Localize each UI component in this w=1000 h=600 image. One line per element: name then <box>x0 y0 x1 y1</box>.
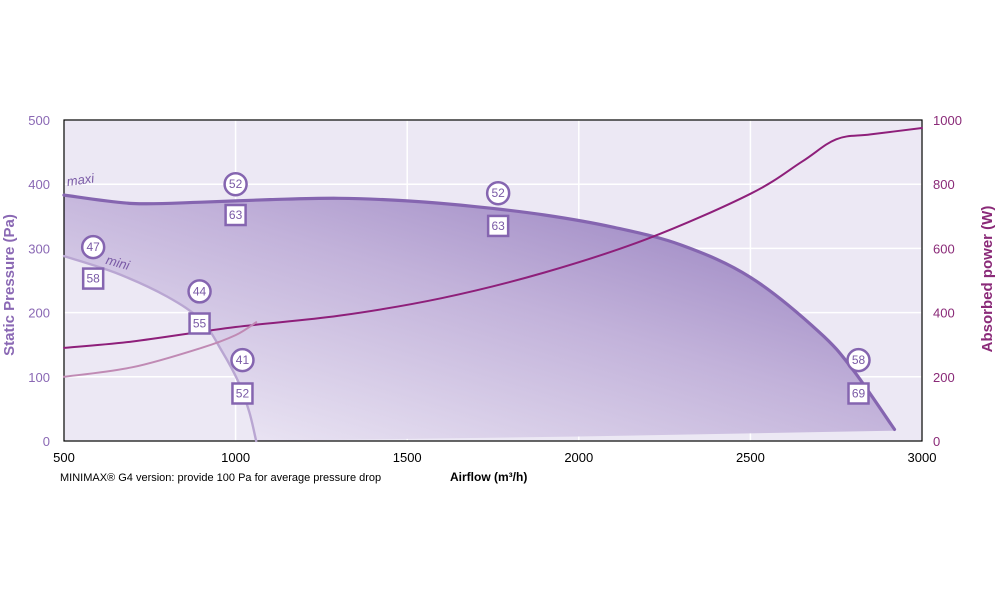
annotation-label: 69 <box>852 386 866 400</box>
series-mini-power <box>63 321 258 378</box>
annotation-square <box>231 382 254 405</box>
annotation-label: 52 <box>229 177 243 191</box>
y-left-tick-label: 500 <box>28 113 50 128</box>
annotation-square <box>81 267 105 290</box>
annotation-label: 44 <box>193 284 207 298</box>
series-label: mini <box>104 252 132 273</box>
x-tick-label: 2500 <box>736 450 765 465</box>
series-label: maxi <box>66 170 96 189</box>
annotation-label: 58 <box>86 272 100 286</box>
x-tick-label: 1500 <box>393 450 422 465</box>
annotations: 52 63 52 63 47 58 44 55 41 52 58 69 <box>80 171 871 405</box>
series-mini-pressure <box>62 254 258 443</box>
y-right-tick-label: 0 <box>933 434 940 449</box>
operating-area <box>64 195 895 441</box>
x-tick-label: 2000 <box>564 450 593 465</box>
y-right-tick-label: 200 <box>933 370 955 385</box>
annotation-square <box>486 214 510 238</box>
annotation-circle <box>846 347 871 373</box>
footnote: MINIMAX® G4 version: provide 100 Pa for … <box>60 472 381 484</box>
y-axis-title-left: Static Pressure (Pa) <box>1 214 18 356</box>
y-left-tick-label: 100 <box>28 370 50 385</box>
annotation-label: 63 <box>229 208 243 222</box>
annotation-label: 52 <box>491 186 505 200</box>
y-right-tick-label: 1000 <box>933 113 962 128</box>
annotation-square <box>224 203 247 227</box>
series-maxi-power <box>63 127 923 349</box>
x-tick-label: 500 <box>53 450 75 465</box>
y-right-tick-label: 400 <box>933 306 955 321</box>
y-axis-title-right: Absorbed power (W) <box>979 206 996 353</box>
annotation-circle <box>230 347 255 373</box>
annotation-label: 63 <box>491 219 505 233</box>
series: maxi mini <box>62 127 923 443</box>
annotation-square <box>847 382 870 405</box>
annotation-label: 41 <box>236 353 250 367</box>
y-right-tick-label: 600 <box>933 241 955 256</box>
plot-frame <box>63 119 923 442</box>
series-maxi-pressure <box>62 193 897 431</box>
ticks: 500 1000 1500 2000 2500 300001002003004005000… <box>28 113 962 465</box>
annotation-circle <box>187 279 212 304</box>
annotation-circle <box>80 234 106 260</box>
annotation-circle <box>223 171 248 197</box>
annotation-label: 52 <box>236 386 250 400</box>
y-left-tick-label: 200 <box>28 306 50 321</box>
annotation-label: 47 <box>86 240 100 254</box>
x-tick-label: 3000 <box>908 450 937 465</box>
annotation-circle <box>485 180 511 206</box>
x-axis-title: Airflow (m³/h) <box>450 470 527 484</box>
annotation-label: 58 <box>852 353 866 367</box>
annotation-square <box>188 312 211 335</box>
x-tick-label: 1000 <box>221 450 250 465</box>
y-left-tick-label: 300 <box>28 241 50 256</box>
y-left-tick-label: 0 <box>43 434 50 449</box>
y-left-tick-label: 400 <box>28 177 50 192</box>
annotation-label: 55 <box>193 317 207 331</box>
y-right-tick-label: 800 <box>933 177 955 192</box>
